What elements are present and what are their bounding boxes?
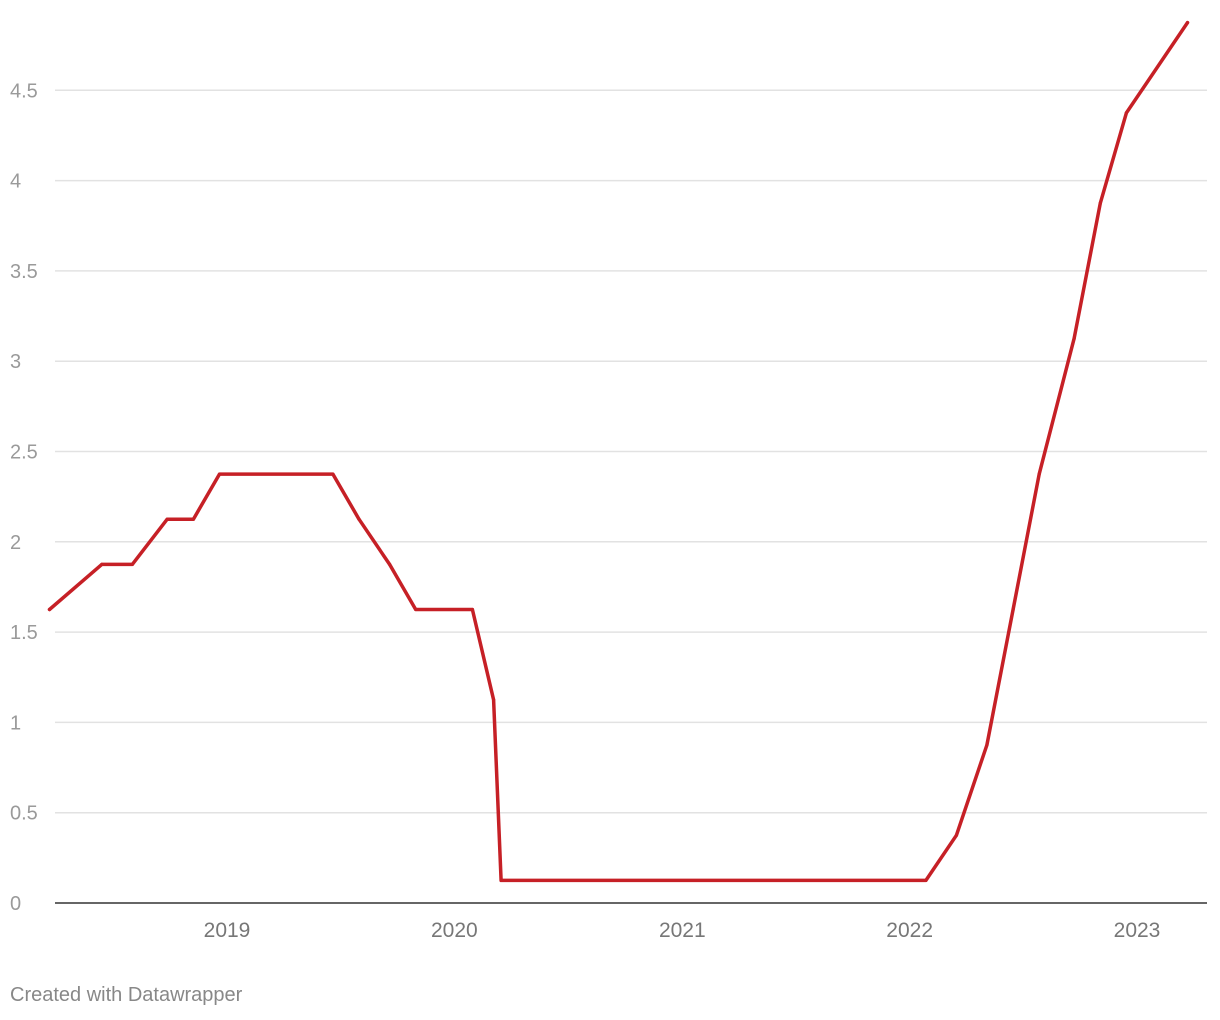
data-point xyxy=(1011,607,1015,612)
data-point xyxy=(191,517,195,521)
data-point xyxy=(1072,337,1076,341)
y-tick-label: 2.5 xyxy=(10,442,38,464)
data-point xyxy=(357,517,361,521)
x-tick-label: 2023 xyxy=(1114,919,1161,942)
data-point xyxy=(1098,201,1102,205)
data-point xyxy=(499,878,503,883)
data-point xyxy=(100,562,104,567)
series-line xyxy=(47,20,1190,883)
datawrapper-credit[interactable]: Created with Datawrapper xyxy=(10,984,243,1006)
y-tick-label: 4.5 xyxy=(10,80,38,102)
y-tick-label: 0.5 xyxy=(10,803,38,825)
series-layer xyxy=(47,20,1190,883)
data-point xyxy=(388,562,392,567)
data-point xyxy=(954,833,959,837)
data-point xyxy=(470,607,474,612)
data-point xyxy=(165,517,169,521)
y-tick-label: 3.5 xyxy=(10,261,38,283)
data-point xyxy=(985,743,989,747)
data-point xyxy=(492,698,496,702)
data-point xyxy=(331,472,335,476)
x-axis-tick-labels: 2019 2020 2021 2022 2023 xyxy=(204,919,1161,942)
data-point xyxy=(1124,111,1128,115)
y-tick-label: 3 xyxy=(10,351,21,373)
data-point xyxy=(130,562,134,567)
data-point xyxy=(217,472,222,476)
y-tick-label: 4 xyxy=(10,171,21,193)
x-tick-label: 2021 xyxy=(659,919,706,942)
y-tick-label: 1 xyxy=(10,712,21,734)
data-point xyxy=(924,878,928,883)
data-point xyxy=(1037,472,1041,476)
y-axis-tick-labels: 0 0.5 1 1.5 2 2.5 3 3.5 4 4.5 xyxy=(10,80,38,915)
data-point xyxy=(1185,21,1190,25)
y-tick-label: 1.5 xyxy=(10,622,38,644)
y-tick-label: 0 xyxy=(10,893,21,915)
x-tick-label: 2022 xyxy=(886,919,933,942)
y-tick-label: 2 xyxy=(10,532,21,554)
gridlines xyxy=(55,89,1207,814)
x-tick-label: 2019 xyxy=(204,919,251,942)
x-tick-label: 2020 xyxy=(431,919,478,942)
data-point xyxy=(47,607,52,612)
data-point xyxy=(414,607,418,612)
